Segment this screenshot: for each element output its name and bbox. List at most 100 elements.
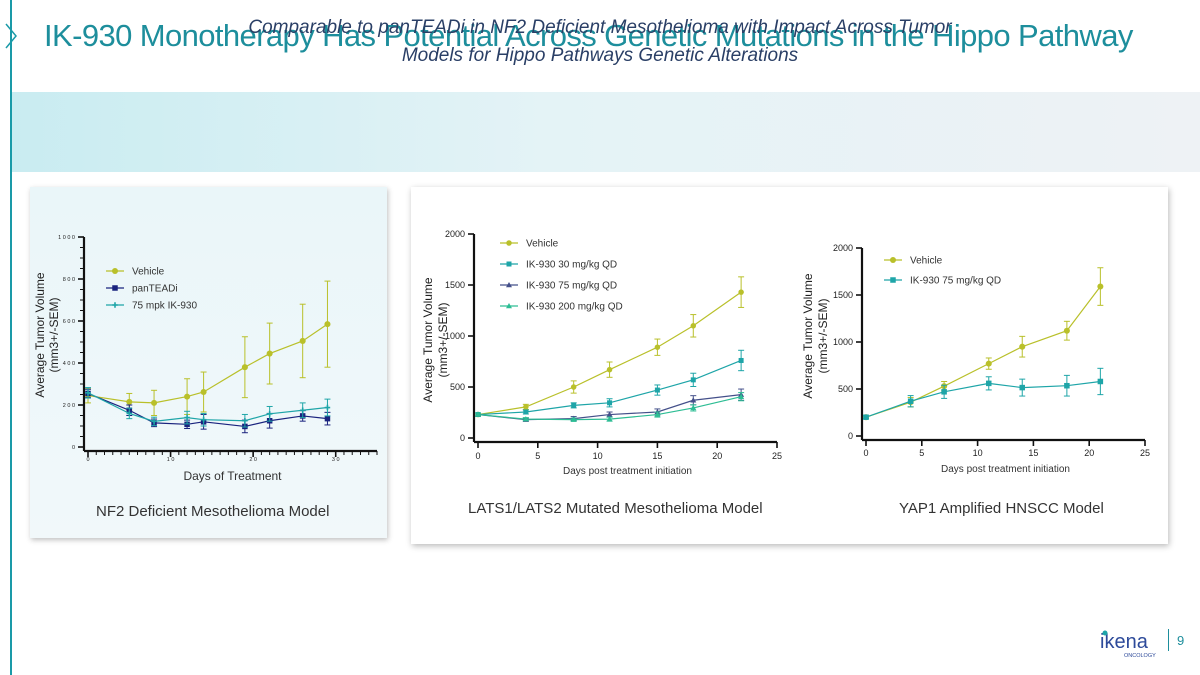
data-point (570, 416, 577, 422)
lats-chart: 0 500 1000 1500 2000 0 5 10 15 20 25 Days post trea… (421, 229, 782, 477)
lats-model-label: LATS1/LATS2 Mutated Mesothelioma Model (468, 500, 763, 517)
data-point (1064, 382, 1070, 389)
legend-marker (890, 277, 896, 283)
data-point (266, 350, 273, 357)
y-tick-label: 8 0 0 (63, 277, 75, 283)
legend-label: IK-930 30 mg/kg QD (526, 260, 617, 271)
data-point (607, 400, 613, 406)
legend-label: panTEADi (132, 284, 178, 295)
data-point (241, 364, 248, 371)
legend-marker (506, 303, 512, 309)
x-axis-title: Days post treatment initiation (941, 464, 1070, 475)
data-point (606, 366, 613, 373)
x-axis-title: Days of Treatment (183, 469, 282, 483)
x-tick-label: 25 (1140, 448, 1150, 458)
series-line (87, 323, 328, 404)
data-point (986, 380, 992, 387)
legend-marker (111, 267, 119, 275)
legend-marker (506, 261, 512, 267)
yap1-chart: 0 500 1000 1500 2000 0 5 10 15 20 25 Days post trea… (801, 243, 1150, 475)
data-point (654, 387, 660, 393)
data-point (324, 415, 331, 422)
x-tick-label: 2 0 (249, 457, 257, 463)
y-axis-title-line-2: (mm3+/-SEM) (47, 297, 61, 372)
data-point (571, 402, 577, 408)
x-tick-label: 20 (712, 451, 722, 461)
data-point (690, 397, 697, 403)
x-tick-label: 0 (475, 451, 480, 461)
data-point (324, 404, 331, 411)
subtitle-line-2: Models for Hippo Pathways Genetic Altera… (401, 45, 799, 66)
x-tick-label: 3 0 (332, 457, 340, 463)
y-tick-label: 2000 (445, 229, 465, 239)
y-tick-label: 1000 (833, 337, 853, 347)
data-point (299, 337, 306, 344)
data-point (475, 411, 481, 417)
y-tick-label: 500 (450, 382, 465, 392)
x-tick-label: 10 (973, 448, 983, 458)
data-point (151, 399, 158, 406)
legend-label: Vehicle (910, 256, 943, 267)
left-accent-rule (10, 0, 12, 675)
legend-marker (506, 282, 512, 288)
x-tick-label: 15 (652, 451, 662, 461)
x-tick-label: 5 (535, 451, 540, 461)
legend-label: IK-930 75 mg/kg QD (526, 281, 617, 292)
page-title: IK-930 Monotherapy Has Potential Across … (44, 18, 1133, 53)
data-point (941, 389, 947, 395)
data-point (184, 393, 191, 400)
page-number-divider (1168, 629, 1169, 651)
legend-marker (112, 285, 118, 291)
nf2-chart: 0 2 0 0 4 0 0 6 0 0 8 0 0 1 0 0 0 0 1 0 2 0 3 0 Da… (33, 235, 378, 483)
data-point (85, 390, 91, 396)
data-point (1097, 378, 1104, 385)
data-point (1019, 384, 1025, 391)
data-point (606, 411, 613, 417)
y-axis-title-line-1: Average Tumor Volume (801, 273, 815, 399)
series-line (865, 286, 1101, 418)
data-point (200, 388, 207, 396)
data-point (266, 411, 273, 417)
legend-label: Vehicle (132, 267, 165, 278)
y-tick-label: 1000 (445, 331, 465, 341)
subtitle-line-1: Comparable to panTEADi in NF2 Deficient … (248, 17, 952, 38)
data-point (151, 418, 157, 425)
page-number: 9 (1177, 633, 1185, 648)
legend-label: Vehicle (526, 239, 559, 250)
data-point (863, 414, 869, 420)
legend-marker (889, 256, 897, 264)
data-point (654, 344, 661, 350)
data-point (738, 357, 744, 363)
data-point (126, 398, 133, 405)
nf2-model-label: NF2 Deficient Mesothelioma Model (96, 503, 330, 520)
data-point (738, 289, 744, 295)
yap1-model-label: YAP1 Amplified HNSCC Model (899, 500, 1104, 517)
logo-dot (1102, 630, 1108, 636)
x-tick-label: 0 (863, 448, 868, 458)
data-point (523, 404, 529, 410)
x-tick-label: 20 (1084, 448, 1094, 458)
y-tick-label: 4 0 0 (63, 361, 75, 367)
data-point (1019, 343, 1026, 350)
data-point (690, 323, 697, 329)
lats-yap-chart-panel (411, 187, 1168, 544)
subtitle-banner (12, 92, 1200, 172)
y-tick-label: 0 (460, 433, 465, 443)
y-tick-label: 0 (72, 445, 75, 451)
data-point (606, 416, 613, 422)
y-tick-label: 2 0 0 (63, 403, 75, 409)
data-point (324, 321, 331, 328)
logo-subtext: ONCOLOGY (1124, 653, 1156, 659)
data-point (654, 411, 661, 417)
y-tick-label: 0 (848, 431, 853, 441)
y-tick-label: 6 0 0 (63, 319, 75, 325)
data-point (242, 418, 248, 424)
data-point (570, 384, 577, 390)
subtitle-text: Comparable to panTEADi in NF2 Deficient … (0, 14, 1200, 70)
data-point (1097, 283, 1104, 290)
logo-wordmark: ikena (1100, 631, 1149, 653)
data-point (738, 393, 745, 399)
data-point (1063, 327, 1070, 334)
x-tick-label: 0 (86, 457, 89, 463)
data-point (523, 409, 529, 415)
